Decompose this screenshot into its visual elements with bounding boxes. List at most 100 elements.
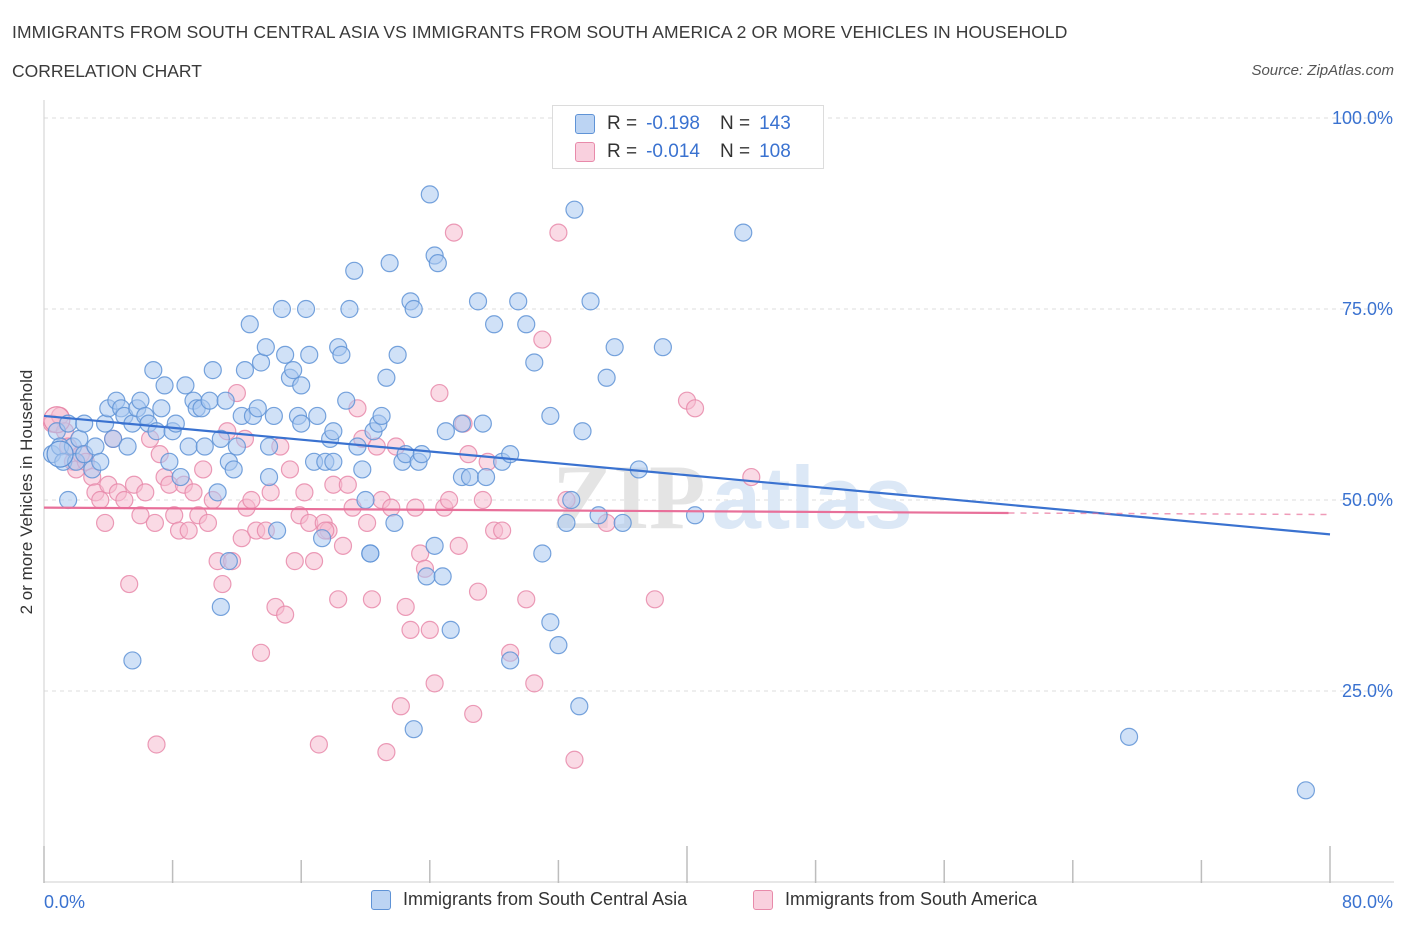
point-south-america [261,483,280,502]
point-south-america [95,513,115,533]
chart-subtitle: CORRELATION CHART [12,61,202,81]
point-south-central-asia [86,437,105,456]
point-south-central-asia [685,506,705,525]
point-south-central-asia [525,353,544,372]
stats-legend: R = -0.198 N = 143 R = -0.014 N = 108 [552,105,824,169]
x-tick-label-end: 80.0% [1342,892,1393,912]
point-south-central-asia [259,467,279,487]
point-south-central-asia [46,440,74,468]
point-south-central-asia [565,200,584,219]
point-south-central-asia [91,452,110,471]
point-south-america [280,460,300,479]
point-south-central-asia [211,429,230,448]
point-south-central-asia [203,361,222,380]
point-south-america [549,223,568,242]
point-south-central-asia [541,613,560,632]
point-south-central-asia [224,460,243,479]
point-south-america [194,460,213,479]
tick-labels: 25.0% 50.0% 75.0% 100.0% 0.0% 80.0% [44,108,1393,912]
point-south-central-asia [324,452,343,471]
point-south-central-asia [412,445,431,464]
point-south-central-asia [171,467,190,487]
point-south-america [439,490,459,510]
legend-label-south-america: Immigrants from South America [785,889,1038,909]
point-south-central-asia [308,406,327,426]
point-south-america [147,735,166,754]
legend-item-south-central-asia[interactable]: Immigrants from South Central Asia [371,889,687,910]
point-south-america [120,574,139,594]
point-south-central-asia [216,391,235,410]
point-south-america [115,490,134,510]
point-south-central-asia [1119,727,1139,746]
legend-swatch-blue [371,889,391,910]
point-south-central-asia [272,299,292,319]
n-label-pink: N = [719,141,751,162]
point-south-central-asia [259,437,279,456]
point-south-america [358,513,377,533]
point-south-america [338,475,357,494]
point-south-america [473,490,492,510]
point-south-central-asia [256,338,275,357]
point-south-america [309,735,328,754]
legend-swatch-pink [753,889,773,910]
stats-row-blue: R = -0.198 N = 143 [575,112,791,136]
point-south-america [420,620,439,639]
r-label-blue: R = [607,113,638,134]
point-south-central-asia [473,414,492,433]
point-south-central-asia [292,414,311,433]
n-label-blue: N = [719,113,751,134]
point-south-central-asia [372,406,391,426]
y-tick-label: 75.0% [1342,299,1393,319]
y-tick-label: 100.0% [1332,108,1393,128]
point-south-central-asia [380,254,399,273]
point-south-central-asia [441,620,460,639]
point-south-america [377,743,396,762]
point-south-central-asia [264,406,283,426]
point-south-america [464,704,483,724]
point-south-america [304,552,324,571]
source-label: Source: ZipAtlas.com [1251,62,1394,79]
point-south-central-asia [1296,781,1315,800]
point-south-america [468,582,488,601]
point-south-central-asia [517,315,536,334]
point-south-america [242,490,261,510]
point-south-central-asia [385,513,404,533]
watermark-atlas: atlas [712,448,913,547]
point-south-central-asia [312,529,332,548]
point-south-america [425,674,444,693]
point-south-america [91,490,110,510]
r-value-blue: -0.198 [646,113,700,134]
point-south-america [444,223,464,242]
trend-line-south-central-asia [43,414,1331,536]
r-value-pink: -0.014 [646,141,700,162]
point-south-central-asia [59,490,78,510]
point-south-central-asia [613,513,632,533]
point-south-central-asia [348,437,367,456]
point-south-central-asia [179,437,198,456]
legend-label-south-central-asia: Immigrants from South Central Asia [403,889,688,909]
point-south-america [362,590,382,609]
point-south-central-asia [104,429,123,448]
point-south-central-asia [296,299,316,319]
point-south-central-asia [131,391,150,410]
point-south-central-asia [361,544,380,563]
point-south-central-asia [240,315,259,334]
point-south-central-asia [208,483,227,502]
point-south-america [251,643,271,662]
point-south-america [406,498,425,517]
chart-legend: Immigrants from South Central Asia Immig… [0,889,1406,915]
point-south-america [131,506,150,525]
point-south-america [295,483,314,502]
point-south-central-asia [155,376,174,395]
point-south-america [179,521,198,540]
legend-item-south-america[interactable]: Immigrants from South America [753,889,1037,910]
point-south-america [382,498,401,517]
point-south-america [645,590,664,609]
point-south-central-asia [425,536,444,555]
y-axis-label: 2 or more Vehicles in Household [17,370,36,615]
series-south-central-asia-points [42,185,1315,800]
chart-title: IMMIGRANTS FROM SOUTH CENTRAL ASIA VS IM… [12,22,1068,42]
point-south-america [232,529,251,548]
point-south-america [533,330,552,349]
